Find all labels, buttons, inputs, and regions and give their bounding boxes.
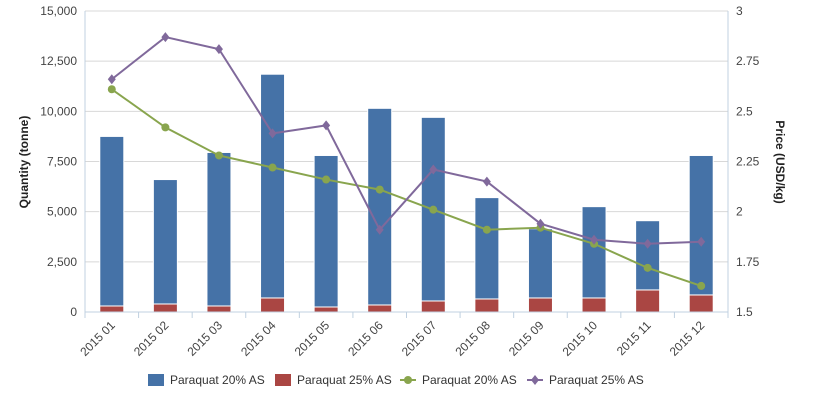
line-paraquat-20-as	[111, 88, 702, 287]
bar-paraquat-20-as	[260, 73, 286, 299]
legend-item-paraquat-20-as-stacked-bar[interactable]: Paraquat 20% AS	[148, 373, 265, 387]
y-right-tick-label: 1.75	[736, 255, 760, 269]
x-tick-label: 2015 01	[77, 318, 118, 359]
point-paraquat-25-as	[161, 32, 170, 43]
bars	[99, 73, 714, 313]
bar-paraquat-25-as	[420, 300, 446, 313]
bar-paraquat-25-as	[581, 297, 607, 313]
legend-marker	[404, 376, 412, 384]
bar-paraquat-25-as	[635, 289, 661, 313]
bar-paraquat-20-as	[367, 107, 393, 306]
x-tick-label: 2015 03	[184, 318, 225, 359]
bar-paraquat-20-as	[474, 197, 500, 300]
x-axis-ticks: 2015 01 2015 02 2015 03 2015 04 2015 05 2015 …	[77, 318, 707, 359]
legend-label: Paraquat 20% AS	[170, 373, 265, 387]
legend-item-paraquat-25-as-line[interactable]: Paraquat 25% AS	[527, 373, 644, 387]
gridlines	[85, 10, 728, 313]
y-right-tick-label: 2.25	[736, 155, 760, 169]
legend-label: Paraquat 25% AS	[549, 373, 644, 387]
point-paraquat-25-as	[643, 238, 652, 249]
bar-paraquat-25-as	[313, 306, 339, 313]
y-right-tick-label: 2.75	[736, 54, 760, 68]
point-paraquat-20-as	[214, 151, 223, 160]
point-paraquat-20-as	[429, 205, 438, 214]
x-tick-label: 2015 07	[399, 318, 440, 359]
point-paraquat-25-as	[107, 74, 116, 85]
bar-paraquat-20-as	[206, 151, 232, 307]
point-paraquat-25-as	[214, 44, 223, 55]
legend-label: Paraquat 20% AS	[422, 373, 517, 387]
y-left-tick-label: 5,000	[47, 205, 77, 219]
bar-paraquat-20-as	[527, 228, 553, 299]
x-tick-label: 2015 11	[614, 318, 654, 358]
bar-paraquat-20-as	[635, 220, 661, 291]
point-paraquat-25-as	[482, 176, 491, 187]
legend-label: Paraquat 25% AS	[297, 373, 392, 387]
bar-paraquat-20-as	[581, 206, 607, 299]
point-paraquat-20-as	[375, 185, 384, 194]
legend-item-paraquat-25-as-stacked-bar[interactable]: Paraquat 25% AS	[275, 373, 392, 387]
y-left-tick-label: 10,000	[40, 104, 77, 118]
x-tick-label: 2015 08	[452, 318, 493, 359]
y-right-tick-label: 2	[736, 205, 743, 219]
point-paraquat-25-as	[268, 128, 277, 139]
point-paraquat-20-as	[161, 123, 170, 132]
y-right-tick-label: 2.5	[736, 104, 753, 118]
legend-item-paraquat-20-as-line[interactable]: Paraquat 20% AS	[400, 373, 517, 387]
x-tick-label: 2015 09	[506, 318, 547, 359]
bar-paraquat-25-as	[206, 305, 232, 313]
point-paraquat-20-as	[697, 281, 706, 290]
point-paraquat-20-as	[322, 175, 331, 184]
y-left-tick-label: 15,000	[40, 4, 77, 18]
point-paraquat-20-as	[643, 263, 652, 272]
point-paraquat-25-as	[429, 164, 438, 175]
point-paraquat-25-as	[590, 234, 599, 245]
point-paraquat-25-as	[697, 236, 706, 247]
bar-paraquat-25-as	[260, 297, 286, 313]
y-axis-left-title: Quantity (tonne)	[17, 116, 31, 209]
point-paraquat-20-as	[482, 225, 491, 234]
bar-paraquat-25-as	[367, 304, 393, 313]
legend-marker	[531, 375, 539, 385]
y-left-tick-label: 2,500	[47, 255, 77, 269]
point-paraquat-25-as	[375, 224, 384, 235]
lines	[107, 32, 706, 290]
x-tick-label: 2015 06	[345, 318, 386, 359]
x-tick-label: 2015 10	[560, 318, 601, 359]
bar-paraquat-20-as	[688, 154, 714, 296]
x-tick-label: 2015 04	[238, 318, 279, 359]
bar-paraquat-25-as	[99, 305, 125, 313]
x-tick-label: 2015 12	[667, 318, 708, 359]
legend-swatch	[275, 374, 291, 386]
legend-swatch	[148, 374, 164, 386]
bar-paraquat-25-as	[152, 303, 178, 313]
y-axis-right-title: Price (USD/kg)	[773, 120, 787, 203]
x-tick-label: 2015 02	[131, 318, 172, 359]
y-left-tick-label: 7,500	[47, 155, 77, 169]
point-paraquat-25-as	[536, 218, 545, 229]
bar-paraquat-25-as	[688, 294, 714, 313]
y-right-tick-label: 1.5	[736, 305, 753, 319]
line-paraquat-25-as	[111, 36, 702, 245]
bar-paraquat-25-as	[474, 298, 500, 313]
axes	[84, 11, 729, 318]
point-paraquat-20-as	[268, 163, 277, 172]
y-left-tick-label: 0	[70, 305, 77, 319]
x-tick-label: 2015 05	[292, 318, 333, 359]
point-paraquat-20-as	[107, 85, 116, 94]
bar-paraquat-20-as	[99, 135, 125, 307]
legend: Paraquat 20% AS Paraquat 25% AS Paraquat 2…	[148, 373, 644, 387]
y-left-tick-label: 12,500	[40, 54, 77, 68]
bar-paraquat-25-as	[527, 297, 553, 313]
y-right-tick-label: 3	[736, 4, 743, 18]
right-axis-ticks: 1.5 1.75 2 2.25 2.5 2.75 3	[736, 4, 760, 319]
left-axis-ticks: 0 2,500 5,000 7,500 10,000 12,500 15,000	[40, 4, 77, 319]
bar-paraquat-20-as	[152, 179, 178, 305]
point-paraquat-25-as	[322, 120, 331, 131]
